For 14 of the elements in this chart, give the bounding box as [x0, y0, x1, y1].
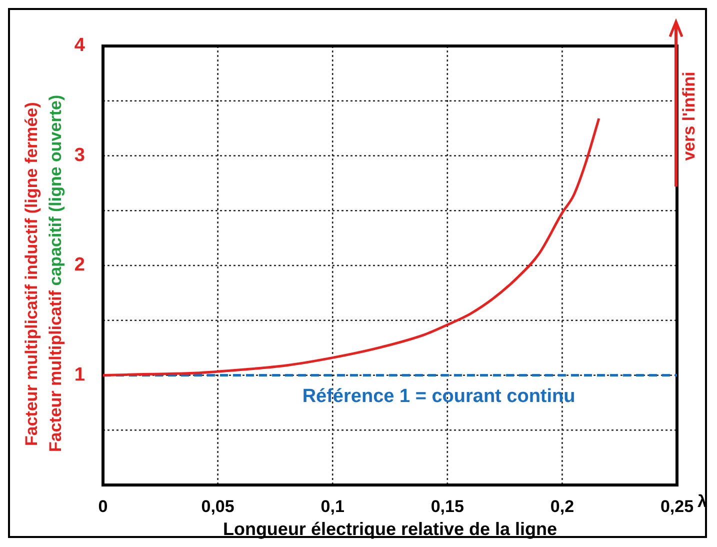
text: vers l'infini — [680, 72, 699, 161]
x-tick-label: 0,2 — [550, 496, 574, 516]
y-tick-label: 4 — [74, 35, 86, 56]
x-tick-label: 0,25 — [660, 496, 694, 516]
ref-line-label: Référence 1 = courant continu — [302, 386, 576, 407]
x-tick-label: 0 — [98, 496, 108, 516]
x-tick-label: 0,05 — [201, 496, 234, 516]
line-series — [103, 117, 600, 376]
x-tick-label: 0,1 — [320, 496, 344, 516]
y-tick-label: 2 — [74, 254, 85, 276]
y-tick-label: 3 — [74, 144, 85, 166]
y-tick-label: 1 — [74, 364, 86, 386]
x-tick-label: 0,15 — [430, 496, 464, 516]
text: Facteur multiplicatif inductif (ligne fermée) Facteur multiplicatif capacitif (ligne ouverte) — [22, 94, 65, 452]
